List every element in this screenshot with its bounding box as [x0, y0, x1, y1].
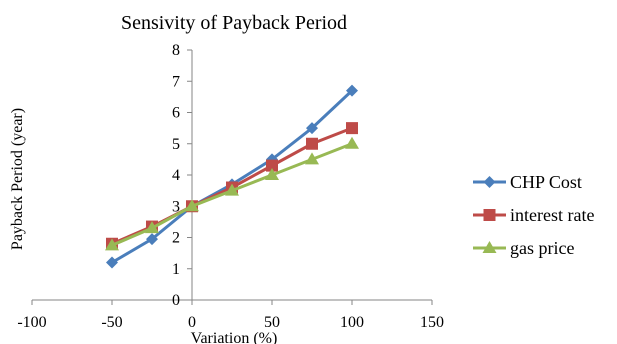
- legend-label: interest rate: [510, 205, 594, 225]
- y-tick-label: 6: [172, 105, 180, 122]
- x-tick-label: -50: [101, 314, 122, 331]
- chart-title: Sensivity of Payback Period: [121, 12, 347, 34]
- x-tick-label: -100: [17, 314, 46, 331]
- series-2: [105, 136, 359, 251]
- y-tick-label: 8: [172, 42, 180, 59]
- x-tick-label: 150: [420, 314, 444, 331]
- data-point: [266, 159, 278, 172]
- data-point: [105, 238, 119, 251]
- x-tick-labels: -100 -50 0 50 100 150: [17, 300, 444, 331]
- y-tick-label: 4: [172, 167, 180, 184]
- x-tick-label: 50: [264, 314, 280, 331]
- y-axis-label: Payback Period (year): [9, 108, 26, 250]
- y-tick-label: 0: [172, 292, 180, 309]
- series-line: [111, 89, 354, 264]
- data-point: [106, 256, 118, 269]
- data-point: [146, 233, 158, 246]
- data-point: [346, 84, 358, 97]
- legend-marker: [483, 209, 496, 221]
- y-tick-label: 2: [172, 230, 180, 247]
- series-group: [105, 84, 359, 269]
- y-tick-label: 1: [172, 261, 180, 278]
- axes: [32, 50, 432, 301]
- data-point: [346, 122, 358, 135]
- y-tick-labels: 0 1 2 3 4 5 6 7 8: [172, 42, 192, 309]
- data-point: [305, 152, 319, 165]
- legend-label: gas price: [510, 238, 574, 258]
- legend-item: gas price: [473, 238, 574, 258]
- data-point: [345, 136, 359, 149]
- series-0: [106, 84, 358, 269]
- legend-label: CHP Cost: [510, 172, 582, 192]
- legend-item: CHP Cost: [473, 172, 582, 192]
- data-point: [306, 137, 318, 150]
- legend: CHP Cost interest rate gas price: [473, 172, 594, 258]
- data-point: [145, 221, 159, 234]
- data-point: [225, 183, 239, 196]
- legend-marker: [482, 241, 497, 253]
- data-point: [306, 122, 318, 135]
- x-tick-label: 0: [188, 314, 196, 331]
- y-tick-label: 5: [172, 136, 180, 153]
- y-tick-label: 3: [172, 198, 180, 215]
- x-tick-label: 100: [340, 314, 364, 331]
- y-tick-label: 7: [172, 73, 180, 90]
- data-point: [185, 199, 199, 212]
- legend-item: interest rate: [473, 205, 594, 225]
- data-point: [265, 168, 279, 180]
- legend-marker: [483, 176, 496, 188]
- x-axis-label: Variation (%): [191, 330, 278, 344]
